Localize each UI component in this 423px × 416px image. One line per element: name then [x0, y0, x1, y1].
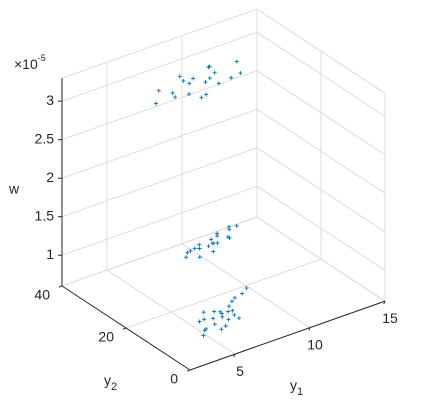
point: [197, 255, 202, 260]
point: [202, 328, 207, 333]
point: [226, 309, 231, 314]
point: [170, 91, 175, 96]
point: [181, 78, 186, 83]
point: [227, 227, 232, 232]
y-label-sub: 2: [111, 381, 117, 393]
point: [197, 242, 202, 247]
point: [229, 75, 234, 80]
point: [197, 319, 202, 324]
point: [227, 235, 232, 240]
grid-line: [61, 31, 258, 102]
x-label-sub: 1: [297, 386, 303, 398]
z-tick-label: 2: [46, 169, 54, 185]
z-tick-label: 1.5: [35, 207, 55, 223]
point: [215, 240, 220, 245]
y-tick-label: 0: [170, 371, 178, 387]
point: [244, 286, 249, 291]
point: [201, 333, 206, 338]
y-label-base: y: [104, 372, 111, 388]
point: [191, 76, 196, 81]
tick-mark: [383, 300, 386, 305]
grid-line: [61, 216, 258, 287]
point: [203, 80, 208, 85]
point: [226, 317, 231, 322]
point: [206, 244, 211, 249]
point: [219, 327, 224, 332]
point: [238, 71, 243, 76]
point: [201, 310, 206, 315]
point: [216, 81, 221, 86]
grid-line: [61, 108, 258, 179]
point: [234, 223, 239, 228]
z-multiplier: ×10-5: [14, 53, 46, 71]
point: [184, 255, 189, 260]
point: [154, 101, 158, 106]
y-axis-label: y2: [104, 372, 117, 393]
x-tick-label: 5: [236, 363, 244, 379]
point: [215, 231, 219, 236]
tick-mark: [233, 353, 236, 358]
point: [212, 309, 217, 314]
point: [232, 295, 237, 300]
point: [207, 76, 212, 81]
point: [240, 291, 245, 296]
multiplier-exp: -5: [38, 53, 46, 63]
x-label-base: y: [290, 377, 297, 393]
point: [227, 304, 231, 309]
point: [230, 299, 234, 304]
tick-mark: [122, 327, 127, 330]
point: [197, 246, 202, 251]
z-tick-label: 1: [46, 246, 54, 262]
point: [223, 324, 228, 328]
x-tick-label: 15: [382, 310, 398, 326]
grid-line: [256, 31, 386, 117]
point: [192, 246, 197, 251]
point: [187, 81, 192, 86]
x-axis: [189, 300, 386, 371]
grid-line: [256, 147, 386, 233]
point: [209, 237, 214, 242]
point: [230, 308, 235, 313]
point: [219, 311, 224, 316]
multiplier-base: ×10: [14, 56, 38, 72]
grid-line: [125, 258, 322, 329]
x-axis-label: y1: [290, 377, 303, 398]
point: [204, 92, 209, 97]
point: [211, 241, 216, 246]
grid-line: [61, 185, 258, 256]
point: [212, 70, 217, 75]
grid-line: [256, 185, 386, 271]
point: [185, 250, 190, 255]
point: [232, 312, 237, 317]
tick-mark: [308, 327, 311, 331]
point: [173, 95, 178, 100]
point: [187, 92, 191, 97]
y-tick-label: 20: [98, 329, 114, 345]
box-edge: [61, 8, 258, 79]
grid-line: [256, 108, 386, 194]
point: [237, 316, 241, 321]
point: [202, 317, 207, 322]
tick-mark: [58, 285, 63, 288]
x-tick-label: 10: [307, 336, 323, 352]
point: [206, 65, 211, 70]
grid-line: [61, 70, 258, 141]
point: [211, 316, 216, 321]
z-axis-label: w: [8, 181, 20, 197]
grid-line: [256, 70, 386, 156]
box-edge: [256, 8, 386, 94]
point: [199, 95, 204, 100]
grid-line: [61, 147, 258, 218]
tick-mark: [186, 369, 191, 372]
point: [211, 249, 216, 254]
point: [234, 59, 239, 64]
point: [156, 88, 161, 93]
point: [177, 74, 182, 79]
z-tick-label: 2.5: [35, 130, 55, 146]
y-tick-label: 40: [34, 287, 50, 303]
point: [188, 248, 193, 253]
point: [212, 322, 217, 327]
z-tick-label: 3: [46, 92, 54, 108]
